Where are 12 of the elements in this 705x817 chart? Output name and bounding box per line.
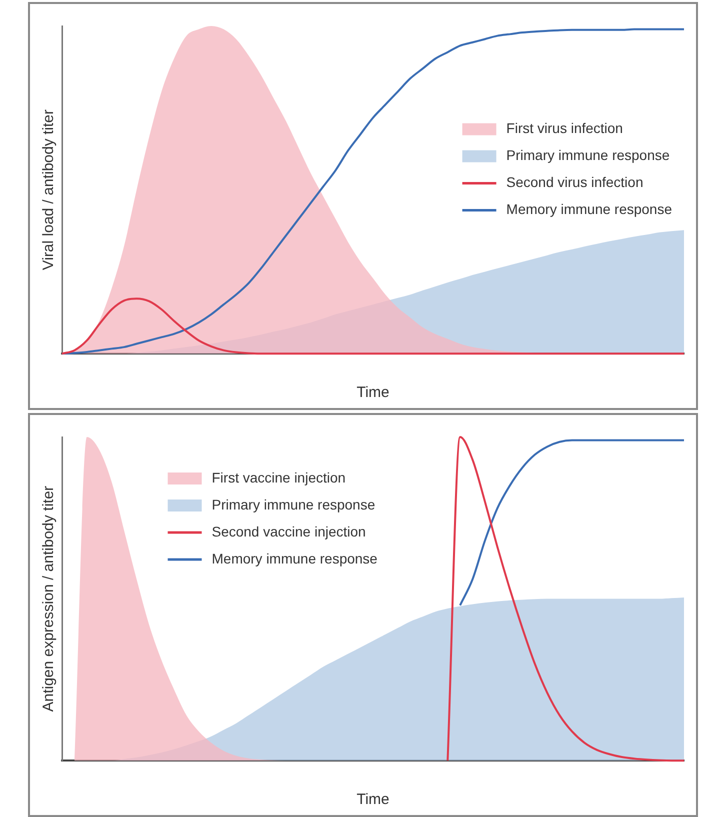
y-axis-title: Antigen expression / antibody titer [40,486,58,712]
legend-label: First virus infection [506,120,623,136]
legend-label: First vaccine injection [212,469,346,486]
legend-label: Second vaccine injection [212,523,366,540]
legend-label: Primary immune response [212,496,376,512]
legend-label: Memory immune response [212,550,378,566]
y-axis-title: Viral load / antibody titer [40,109,58,270]
legend-label: Memory immune response [506,201,672,218]
x-axis-title: Time [356,791,390,808]
legend-label: Second virus infection [506,174,644,190]
legend-label: Primary immune response [506,147,670,164]
x-axis-title: Time [356,384,390,402]
